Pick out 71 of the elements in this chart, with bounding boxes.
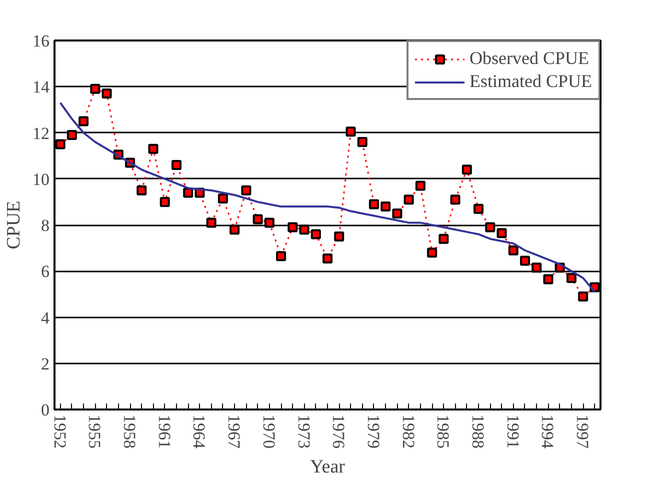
y-tick-label: 8 <box>41 216 50 235</box>
point <box>415 180 426 191</box>
x-tick-label: 1979 <box>364 414 383 448</box>
y-tick-label: 2 <box>41 354 50 374</box>
point <box>334 232 344 242</box>
point <box>404 194 414 205</box>
point <box>241 185 252 196</box>
x-tick-label: 1991 <box>503 414 522 448</box>
point <box>578 291 588 302</box>
point <box>310 229 321 240</box>
point <box>392 208 402 218</box>
point <box>380 202 391 212</box>
x-tick-label: 1952 <box>50 414 70 448</box>
x-tick-label: 1985 <box>434 414 453 448</box>
x-tick-label: 1976 <box>329 414 348 448</box>
point <box>230 224 240 235</box>
point <box>148 144 158 154</box>
y-tick-label: 4 <box>41 308 50 328</box>
point <box>346 126 356 137</box>
x-tick-label: 1958 <box>120 414 140 448</box>
point <box>160 196 170 207</box>
y-tick-label: 12 <box>32 124 50 143</box>
point <box>78 116 89 126</box>
point <box>66 130 77 140</box>
point <box>90 84 100 94</box>
y-tick-label: 16 <box>32 32 50 50</box>
y-tick-label: 14 <box>32 78 50 97</box>
point <box>520 256 530 266</box>
x-tick-label: 1955 <box>85 414 104 448</box>
point <box>183 188 194 198</box>
x-tick-label: 1997 <box>573 414 592 449</box>
y-tick-label: 0 <box>41 400 50 420</box>
legend-label: Estimated CPUE <box>470 71 592 92</box>
point <box>357 136 368 147</box>
point <box>252 214 263 224</box>
point <box>171 160 182 170</box>
point <box>462 164 472 175</box>
point <box>438 234 449 244</box>
point <box>218 193 228 204</box>
point <box>102 88 112 99</box>
point <box>136 185 147 196</box>
point <box>206 218 216 228</box>
y-axis-title: CPUE <box>4 200 24 250</box>
legend-label: Observed CPUE <box>470 48 589 69</box>
point <box>532 262 542 273</box>
x-axis-title: Year <box>310 456 346 478</box>
point <box>368 199 379 210</box>
x-tick-label: 1967 <box>224 414 244 449</box>
point <box>55 139 66 150</box>
x-tick-label: 1988 <box>468 414 488 448</box>
y-tick-label: 6 <box>41 262 50 282</box>
point <box>450 194 460 205</box>
x-tick-label: 1961 <box>154 414 174 448</box>
x-tick-label: 1973 <box>294 414 314 448</box>
point <box>496 228 507 238</box>
x-tick-label: 1964 <box>190 414 209 449</box>
point <box>566 273 576 284</box>
point <box>543 274 554 284</box>
y-tick-label: 10 <box>32 170 50 189</box>
point <box>264 218 274 228</box>
x-tick-label: 1982 <box>398 414 418 448</box>
point <box>288 222 298 232</box>
point <box>427 248 438 258</box>
point <box>299 224 310 235</box>
point <box>276 251 286 262</box>
x-tick-label: 1970 <box>259 414 278 448</box>
point <box>508 245 518 256</box>
point <box>474 204 484 214</box>
x-tick-label: 1994 <box>538 414 558 449</box>
point <box>485 222 496 232</box>
point <box>322 253 332 264</box>
